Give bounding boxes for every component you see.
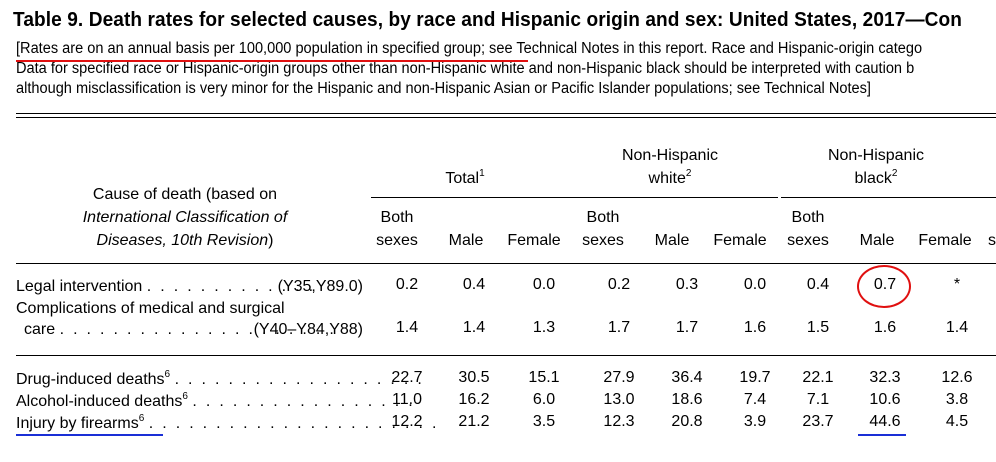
- table-top-rule: [16, 113, 996, 114]
- headnote-line-1: [Rates are on an annual basis per 100,00…: [16, 39, 922, 59]
- stub-header-line-2: International Classification of: [82, 209, 288, 226]
- table-cell: 1.4: [395, 319, 419, 336]
- table-cell: 12.3: [603, 413, 635, 430]
- col-white-male: Male: [654, 232, 690, 249]
- row-stub-alcohol-induced: Alcohol-induced deaths6 . . . . . . . . …: [16, 391, 415, 411]
- row-code-complications: (Y40–Y84,Y88): [253, 321, 363, 338]
- table-cell: 1.5: [806, 319, 830, 336]
- headnote-line-3: although misclassification is very minor…: [16, 80, 871, 97]
- headnote-highlighted-phrase: [Rates are on an annual basis per 100,00…: [16, 40, 481, 57]
- table-cell: 4.5: [945, 413, 969, 430]
- row-stub-legal-intervention: Legal intervention . . . . . . . . . . .…: [16, 278, 316, 295]
- table-cell: 22.7: [391, 369, 423, 386]
- headnote-line-2: Data for specified race or Hispanic-orig…: [16, 60, 915, 77]
- table-cell: 1.6: [743, 319, 767, 336]
- stub-header-line-3: Diseases, 10th Revision): [96, 232, 274, 249]
- table-top-rule-double: [16, 117, 996, 118]
- table-cell: 7.1: [806, 391, 830, 408]
- table-cell: 1.4: [945, 319, 969, 336]
- blue-underline-value: [858, 434, 906, 436]
- table-cell: 0.0: [532, 276, 556, 293]
- table-cell: 1.7: [607, 319, 631, 336]
- col-white-female: Female: [713, 232, 767, 249]
- table-cell: 1.7: [675, 319, 699, 336]
- table-cell: 20.8: [671, 413, 703, 430]
- col-white-both-line-2: sexes: [582, 232, 624, 249]
- col-white-both-line-1: Both: [586, 209, 620, 226]
- stub-header-line-1: Cause of death (based on: [92, 186, 278, 203]
- section-divider-rule: [16, 355, 996, 356]
- group-white-header-line-2: white2: [648, 168, 692, 188]
- table-cell: 30.5: [458, 369, 490, 386]
- table-cell: 10.6: [869, 391, 901, 408]
- table-cell: 27.9: [603, 369, 635, 386]
- col-black-female: Female: [918, 232, 972, 249]
- table-cell: 3.5: [532, 413, 556, 430]
- row-stub-drug-induced: Drug-induced deaths6 . . . . . . . . . .…: [16, 369, 425, 389]
- table-cell: 7.4: [743, 391, 767, 408]
- table-cell: 0.0: [743, 276, 767, 293]
- header-bottom-rule: [16, 263, 996, 264]
- table-cell: 21.2: [458, 413, 490, 430]
- table-cell: 0.4: [462, 276, 486, 293]
- red-highlight-underline: [16, 60, 528, 62]
- headnote-line-1-rest: ; see Technical Notes in this report. Ra…: [480, 40, 923, 57]
- table-cell: 23.7: [802, 413, 834, 430]
- col-cut-off-header: s: [988, 232, 996, 249]
- group-black-header-line-1: Non-Hispanic: [827, 147, 925, 164]
- row-stub-injury-firearms: Injury by firearms6 . . . . . . . . . . …: [16, 413, 439, 433]
- blue-underline-firearms: [16, 434, 163, 436]
- table-cell: 16.2: [458, 391, 490, 408]
- table-cell: 1.6: [873, 319, 897, 336]
- table-cell: 12.6: [941, 369, 973, 386]
- table-headnote: [Rates are on an annual basis per 100,00…: [16, 39, 922, 99]
- red-circle-annotation: [857, 265, 911, 308]
- table-cell: 15.1: [528, 369, 560, 386]
- table-cell: 1.4: [462, 319, 486, 336]
- row-stub-complications-line-1: Complications of medical and surgical: [16, 300, 285, 317]
- table-cell: 6.0: [532, 391, 556, 408]
- table-cell: 18.6: [671, 391, 703, 408]
- spanner-rule-total: [371, 197, 590, 198]
- table-cell: 32.3: [869, 369, 901, 386]
- col-total-female: Female: [507, 232, 561, 249]
- table-cell: 22.1: [802, 369, 834, 386]
- table-cell: 1.3: [532, 319, 556, 336]
- group-total-header: Total1: [445, 168, 485, 188]
- group-white-header-line-1: Non-Hispanic: [621, 147, 719, 164]
- col-black-both-line-1: Both: [791, 209, 825, 226]
- spanner-rule-black: [781, 197, 996, 198]
- group-black-header-line-2: black2: [854, 168, 898, 188]
- col-total-male: Male: [448, 232, 484, 249]
- table-cell: 0.2: [607, 276, 631, 293]
- col-total-both-line-1: Both: [380, 209, 414, 226]
- table-cell: 3.8: [945, 391, 969, 408]
- table-cell: 0.3: [675, 276, 699, 293]
- table-cell: 0.2: [395, 276, 419, 293]
- col-total-both-line-2: sexes: [376, 232, 418, 249]
- table-cell: 11.0: [392, 391, 422, 408]
- table-cell: *: [953, 276, 961, 293]
- table-cell: 13.0: [603, 391, 635, 408]
- table-cell: 36.4: [671, 369, 703, 386]
- spanner-rule-white: [576, 197, 778, 198]
- table-cell: 44.6: [869, 413, 901, 430]
- table-cell: 19.7: [739, 369, 771, 386]
- table-cell: 3.9: [743, 413, 767, 430]
- table-title: Table 9. Death rates for selected causes…: [13, 8, 962, 31]
- row-code-legal-intervention: (Y35,Y89.0): [277, 278, 363, 295]
- table-cell: 0.4: [806, 276, 830, 293]
- col-black-male: Male: [859, 232, 895, 249]
- col-black-both-line-2: sexes: [787, 232, 829, 249]
- table-cell: 12.2: [391, 413, 423, 430]
- row-stub-complications-line-2: care . . . . . . . . . . . . . . . . . .…: [24, 321, 337, 338]
